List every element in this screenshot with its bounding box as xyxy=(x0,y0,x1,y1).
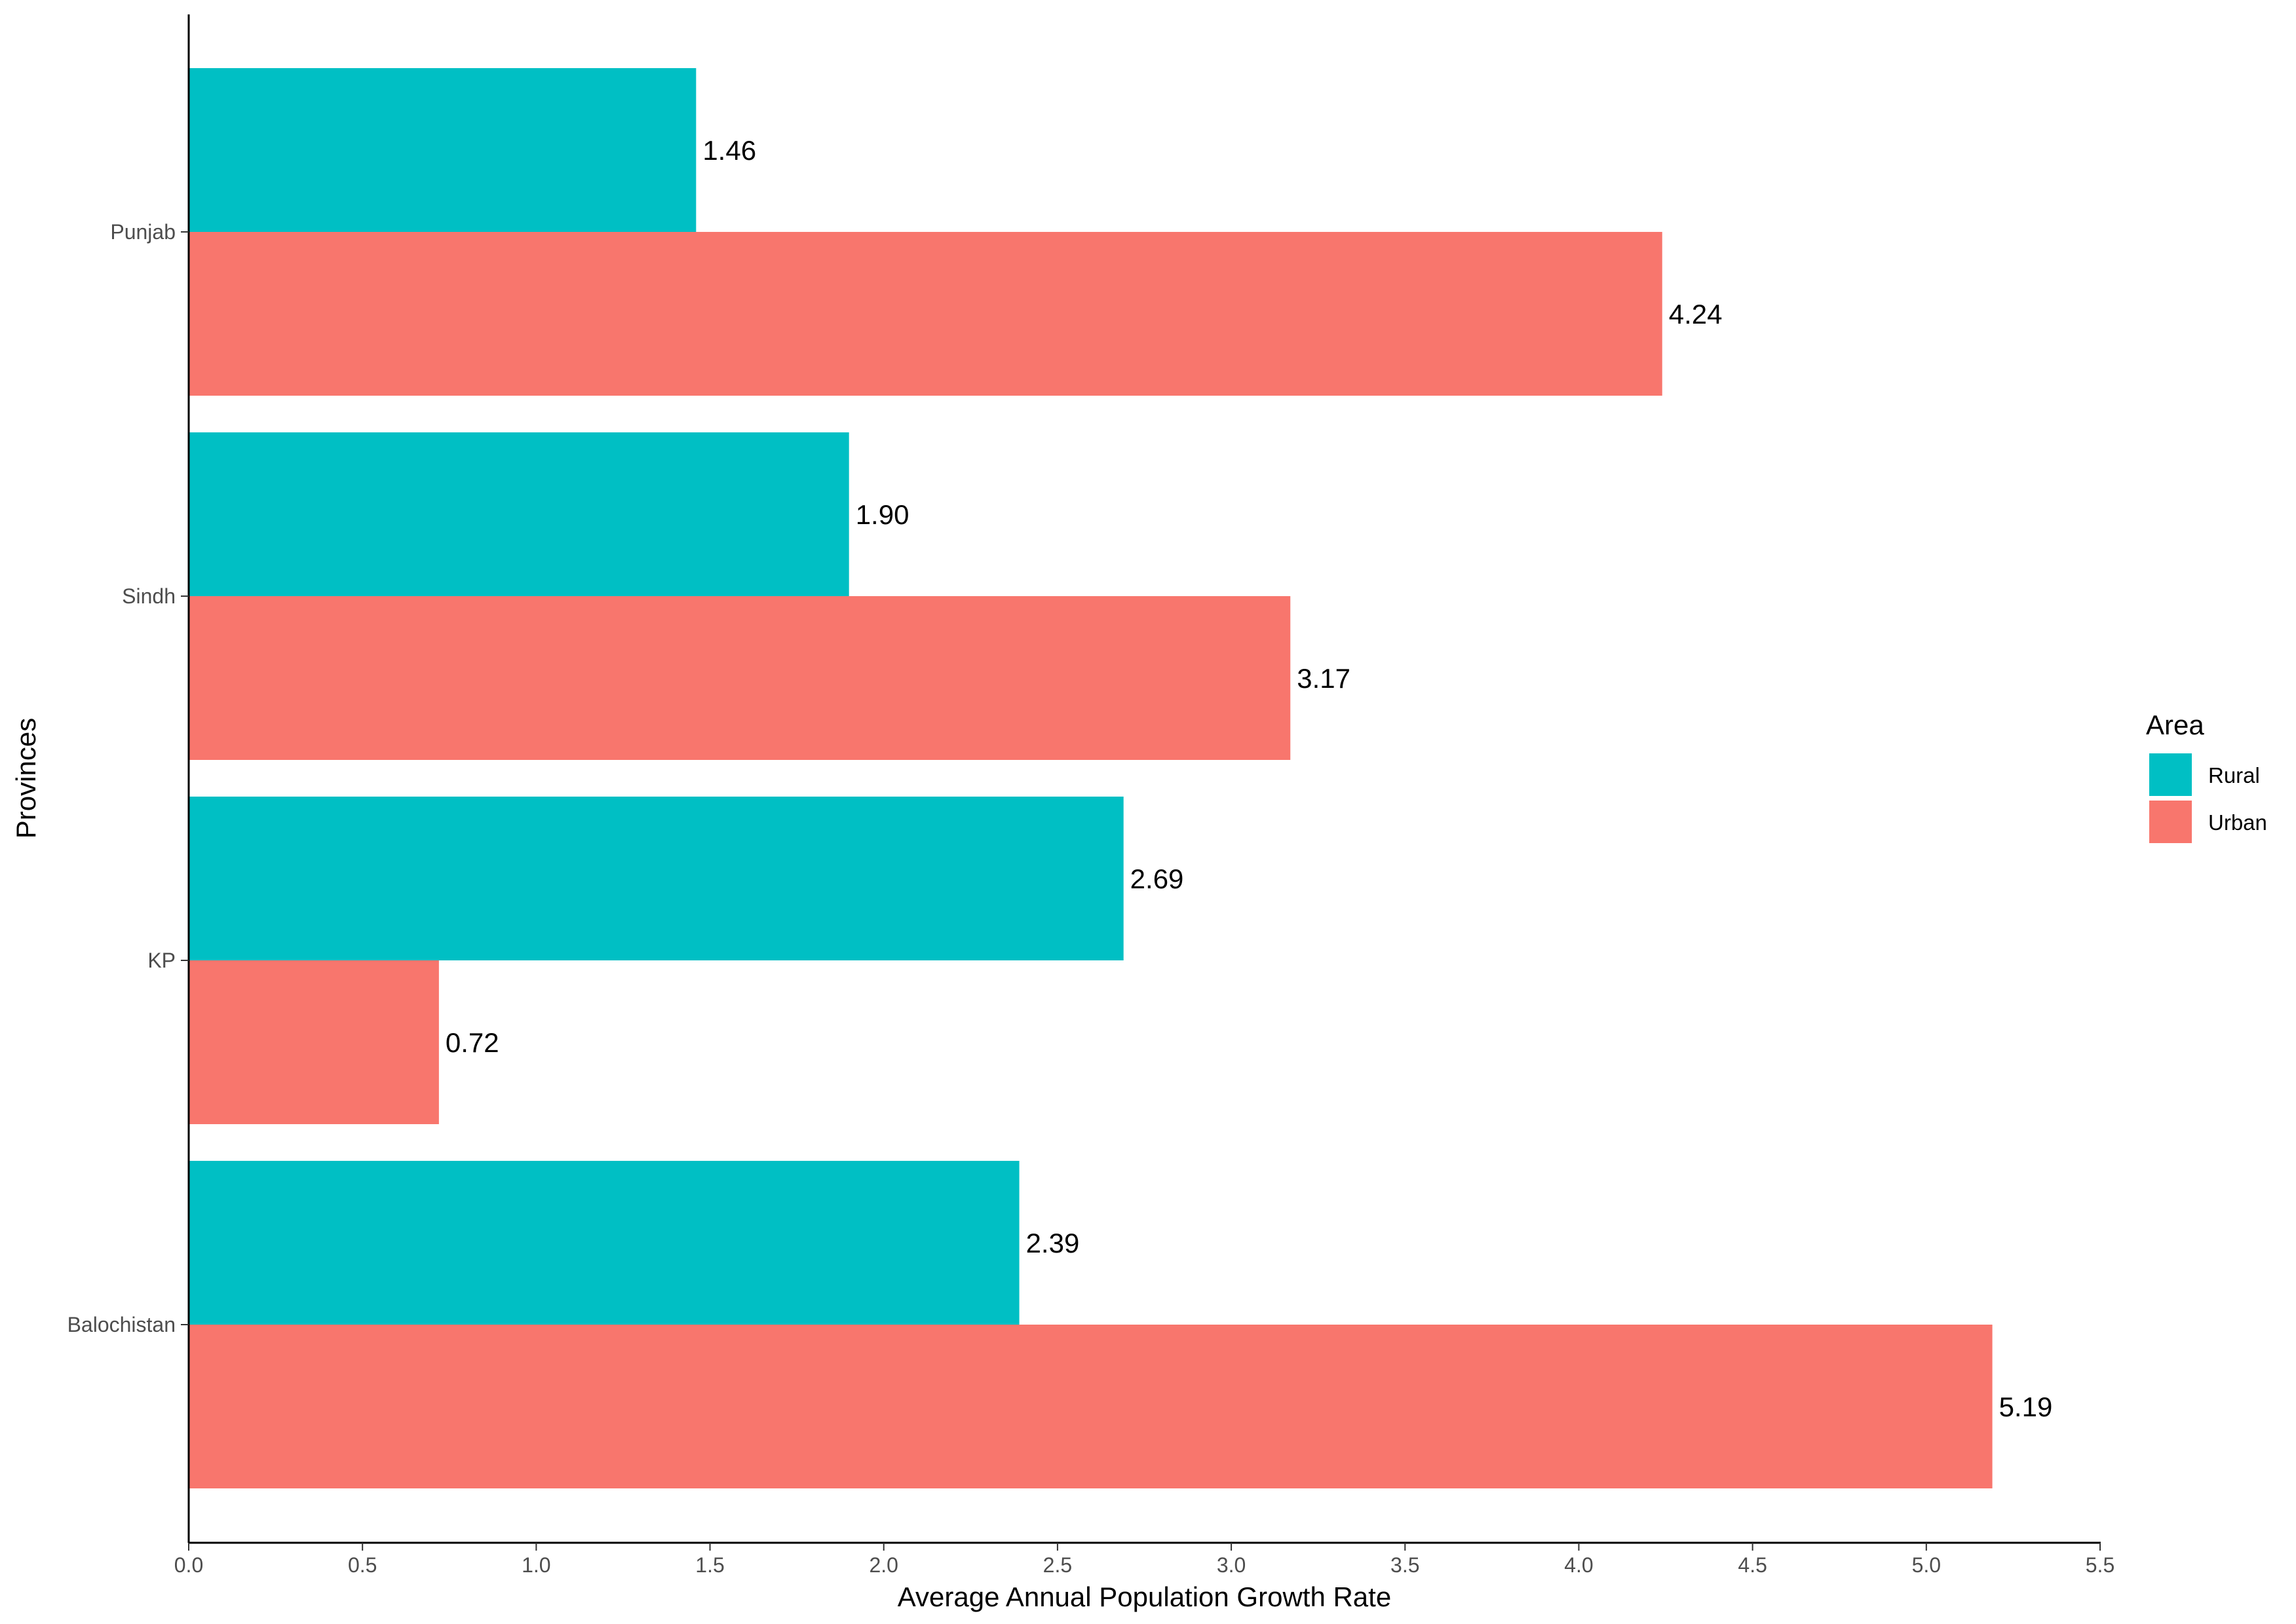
data-label-kp-urban: 0.72 xyxy=(446,1027,499,1058)
y-axis-title: Provinces xyxy=(10,718,41,839)
data-label-balochistan-urban: 5.19 xyxy=(1999,1391,2053,1422)
legend-items: Rural Urban xyxy=(2149,753,2267,843)
x-tick-label: 4.5 xyxy=(1738,1553,1767,1577)
x-tick-label: 1.0 xyxy=(522,1553,550,1577)
bars-layer xyxy=(189,68,1993,1488)
y-axis-ticks: Punjab Sindh KP Balochistan xyxy=(67,220,189,1336)
y-tick-label-sindh: Sindh xyxy=(122,584,176,608)
y-tick-label-kp: KP xyxy=(147,949,176,972)
legend: Area Rural Urban xyxy=(2146,709,2267,843)
bar-punjab-rural xyxy=(189,68,697,232)
x-tick-label: 4.0 xyxy=(1564,1553,1593,1577)
bar-sindh-urban xyxy=(189,596,1291,760)
legend-title: Area xyxy=(2146,709,2204,740)
data-label-sindh-rural: 1.90 xyxy=(856,499,909,530)
data-label-balochistan-rural: 2.39 xyxy=(1026,1228,1080,1258)
legend-label-rural: Rural xyxy=(2208,763,2260,787)
bar-balochistan-rural xyxy=(189,1161,1020,1325)
x-tick-label: 5.5 xyxy=(2086,1553,2114,1577)
legend-key-rural xyxy=(2149,753,2192,796)
x-tick-label: 3.5 xyxy=(1390,1553,1419,1577)
data-label-punjab-urban: 4.24 xyxy=(1669,299,1723,330)
x-tick-label: 3.0 xyxy=(1217,1553,1246,1577)
legend-key-urban xyxy=(2149,801,2192,843)
data-label-kp-rural: 2.69 xyxy=(1130,863,1184,894)
y-tick-label-balochistan: Balochistan xyxy=(67,1313,176,1336)
bar-kp-rural xyxy=(189,797,1124,960)
bar-balochistan-urban xyxy=(189,1325,1993,1488)
x-tick-label: 0.0 xyxy=(174,1553,203,1577)
bar-kp-urban xyxy=(189,960,439,1124)
x-tick-label: 2.5 xyxy=(1043,1553,1072,1577)
data-label-punjab-rural: 1.46 xyxy=(702,135,756,166)
x-tick-label: 2.0 xyxy=(869,1553,898,1577)
data-labels-layer: 1.46 4.24 1.90 3.17 2.69 0.72 2.39 5.19 xyxy=(446,135,2052,1422)
x-tick-label: 0.5 xyxy=(348,1553,377,1577)
bar-sindh-rural xyxy=(189,432,849,596)
x-axis-title: Average Annual Population Growth Rate xyxy=(898,1581,1391,1612)
legend-label-urban: Urban xyxy=(2208,810,2267,835)
y-tick-label-punjab: Punjab xyxy=(110,220,176,244)
x-tick-label: 1.5 xyxy=(695,1553,724,1577)
x-tick-label: 5.0 xyxy=(1912,1553,1941,1577)
bar-punjab-urban xyxy=(189,232,1662,396)
x-axis-ticks: 0.0 0.5 1.0 1.5 2.0 2.5 3.0 3.5 4.0 4.5 5.0 5.5 xyxy=(174,1543,2114,1577)
data-label-sindh-urban: 3.17 xyxy=(1297,663,1350,694)
